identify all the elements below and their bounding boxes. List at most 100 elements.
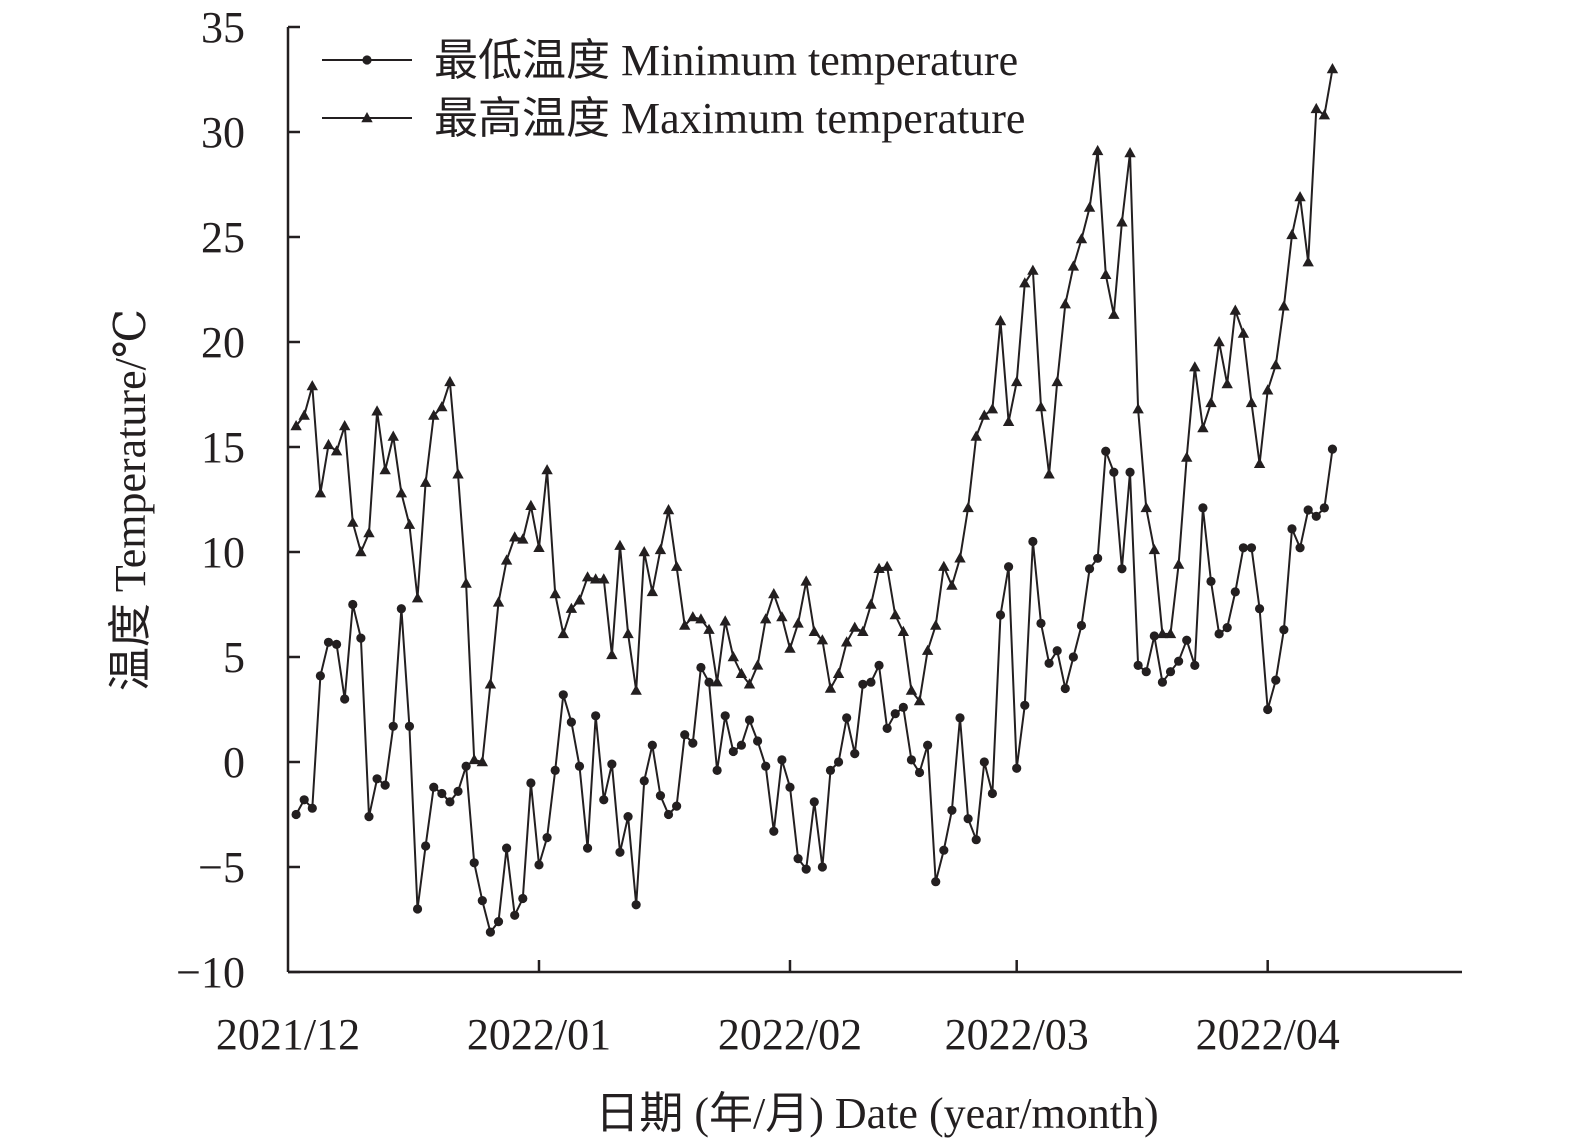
- data-point: [291, 809, 301, 820]
- data-point: [1181, 451, 1193, 462]
- data-point: [712, 765, 722, 776]
- data-point: [1010, 375, 1023, 387]
- data-point: [1310, 102, 1322, 114]
- data-point: [444, 375, 456, 387]
- data-point: [388, 721, 398, 731]
- data-point: [696, 662, 706, 673]
- data-point: [1020, 700, 1030, 710]
- data-point: [1287, 524, 1297, 534]
- data-point: [403, 518, 416, 529]
- data-point: [1182, 635, 1192, 645]
- data-point: [606, 648, 618, 660]
- data-point: [573, 594, 586, 605]
- data-point: [711, 676, 723, 687]
- data-point: [509, 531, 521, 542]
- data-point: [930, 619, 942, 630]
- data-point: [330, 445, 343, 456]
- data-point: [801, 864, 811, 874]
- x-tick-label: 2022/02: [718, 1010, 862, 1059]
- data-point: [421, 841, 431, 851]
- data-point: [743, 678, 756, 689]
- data-point: [687, 611, 699, 622]
- data-point: [751, 659, 764, 670]
- data-point: [469, 858, 479, 868]
- data-point: [419, 476, 432, 487]
- data-point: [672, 801, 682, 811]
- data-point: [1190, 660, 1200, 671]
- data-point: [1237, 327, 1250, 338]
- data-point: [1286, 228, 1298, 240]
- data-point: [986, 403, 999, 414]
- data-point: [914, 767, 925, 778]
- y-tick-label: 0: [223, 738, 245, 787]
- data-point: [541, 464, 553, 475]
- data-point: [840, 636, 853, 647]
- data-point: [793, 854, 803, 864]
- data-point: [355, 546, 367, 557]
- data-point: [1303, 505, 1313, 515]
- data-point: [744, 715, 755, 725]
- data-point: [298, 409, 310, 420]
- data-point: [655, 791, 666, 801]
- data-point: [850, 749, 860, 759]
- data-point: [1125, 467, 1135, 477]
- data-point: [954, 552, 966, 563]
- data-point: [364, 812, 374, 822]
- data-point: [728, 746, 738, 757]
- data-point: [1067, 260, 1080, 271]
- data-point: [517, 533, 529, 544]
- data-point: [704, 677, 714, 687]
- data-point: [849, 621, 861, 632]
- data-point: [526, 778, 536, 788]
- series-maximum: [290, 63, 1339, 767]
- data-point: [1108, 308, 1120, 319]
- data-point: [315, 671, 325, 681]
- data-point: [574, 761, 585, 771]
- data-point: [477, 896, 487, 906]
- y-tick-label: 25: [201, 213, 245, 262]
- legend-entry: 最高温度 Maximum temperature: [322, 94, 1025, 143]
- data-point: [502, 843, 512, 853]
- data-point: [923, 740, 933, 750]
- data-point: [1326, 63, 1339, 74]
- y-tick-label: 35: [201, 3, 245, 52]
- data-point: [955, 713, 965, 723]
- data-point: [753, 736, 763, 746]
- data-point: [404, 721, 415, 731]
- data-point: [995, 610, 1006, 620]
- data-point: [1164, 627, 1177, 639]
- data-point: [1140, 501, 1152, 513]
- data-point: [994, 315, 1007, 326]
- data-point: [615, 847, 625, 857]
- data-point: [970, 430, 982, 441]
- data-point: [453, 786, 463, 797]
- data-point: [769, 826, 779, 836]
- data-point: [1141, 667, 1151, 677]
- data-point: [347, 516, 359, 527]
- data-point: [460, 577, 472, 588]
- x-tick-label: 2022/03: [945, 1010, 1089, 1059]
- data-point: [1327, 444, 1338, 454]
- data-point: [396, 604, 406, 614]
- data-point: [946, 579, 958, 590]
- data-point: [534, 860, 544, 870]
- data-point: [1229, 304, 1241, 315]
- data-point: [670, 560, 683, 571]
- data-point: [322, 438, 335, 450]
- data-point: [371, 405, 383, 416]
- data-point: [768, 588, 780, 599]
- data-point: [776, 611, 788, 622]
- data-point: [380, 780, 390, 790]
- data-point: [598, 573, 610, 584]
- data-point: [987, 788, 998, 799]
- data-point: [510, 910, 520, 920]
- data-point: [476, 756, 489, 767]
- data-point: [1302, 256, 1314, 267]
- data-point: [1214, 629, 1224, 639]
- series-minimum: [291, 444, 1338, 937]
- data-point: [623, 812, 633, 822]
- data-point: [1254, 604, 1265, 614]
- data-point: [817, 862, 827, 872]
- data-point: [1261, 384, 1274, 395]
